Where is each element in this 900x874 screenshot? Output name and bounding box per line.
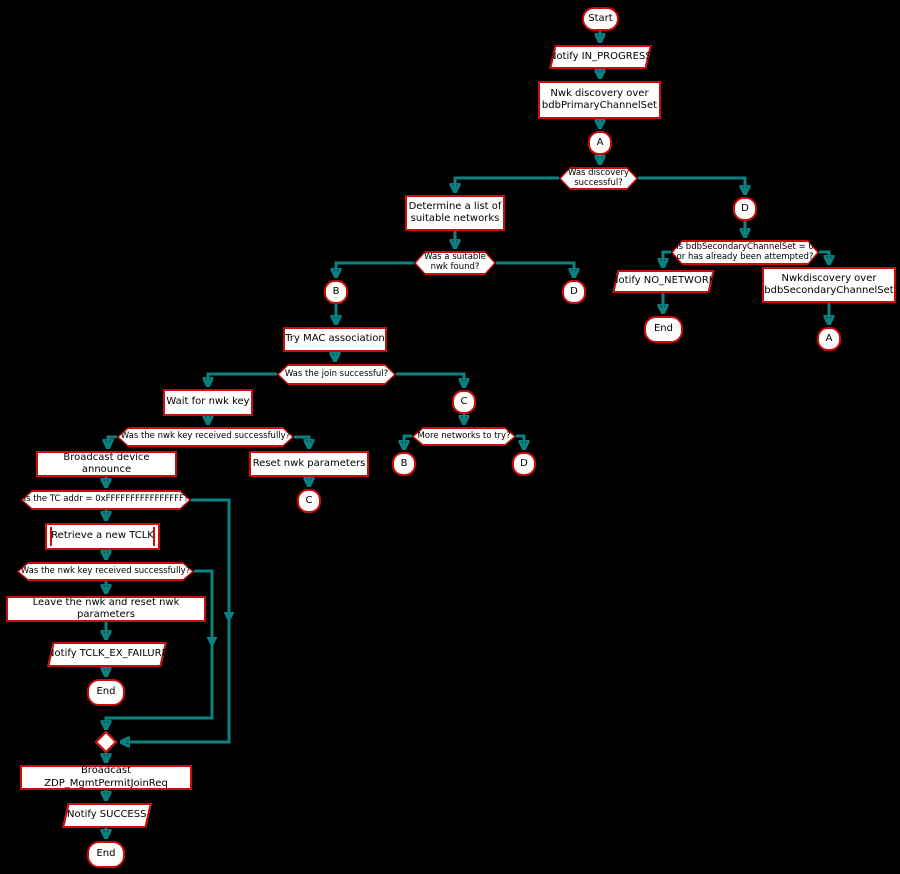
hexagon-shape	[17, 562, 194, 581]
io-label: Notify IN_PROGRESS	[549, 50, 652, 62]
edge-key2-decision-right-to-merge	[106, 569, 214, 729]
hexagon-shape	[21, 490, 191, 510]
decision-label: More networks to try?	[417, 430, 511, 441]
decision-label: Was the join successful?	[284, 368, 389, 379]
connector-c-2: C	[297, 489, 321, 513]
hexagon-shape	[671, 240, 819, 265]
terminal-end-tclk-failure: End	[87, 679, 125, 706]
decision-was-nwk-key-received-1: Was the nwk key received successfully?	[117, 427, 294, 447]
edge-secondary-decision-left	[663, 250, 671, 267]
hexagon-shape	[559, 167, 638, 190]
subprocess-retrieve-new-tclk: Retrieve a new TCLK	[45, 523, 160, 550]
connector-label: A	[596, 136, 604, 148]
edge-midpoint-arrowhead	[223, 612, 235, 623]
edge-more-decision-left	[404, 434, 412, 449]
activity-reset-nwk-parameters: Reset nwk parameters	[249, 451, 369, 477]
activity-label: Try MAC association	[285, 333, 385, 345]
activity-label: Broadcast device announce	[63, 451, 150, 476]
activity-broadcast-device-announce: Broadcast device announce	[36, 451, 177, 477]
connector-label: C	[305, 494, 313, 506]
activity-try-mac-association: Try MAC association	[283, 327, 387, 352]
connector-label: D	[570, 285, 578, 297]
connector-c-1: C	[452, 390, 476, 414]
subprocess-bar	[153, 527, 155, 546]
io-notify-no-network: Notify NO_NETWORK	[611, 270, 716, 293]
decision-is-tc-addr-all-f: Is the TC addr = 0xFFFFFFFFFFFFFFFF?	[21, 490, 191, 510]
subprocess-bar	[50, 527, 52, 546]
decision-secondary-channel-set: Is bdbSecondaryChannelSet = 0 or has alr…	[671, 240, 819, 265]
edge-discovery-decision-left	[455, 176, 559, 192]
connector-b-1: B	[324, 280, 348, 304]
activity-broadcast-zdp-mgmt-permit-join-req: Broadcast ZDP_MgmtPermitJoinReq	[20, 765, 192, 790]
hexagon-shape	[117, 427, 294, 447]
hexagon-shape	[277, 364, 396, 385]
hexagon-shape	[414, 251, 496, 275]
connector-a-1: A	[588, 131, 612, 155]
edge-join-decision-left	[208, 372, 277, 386]
terminal-start: Start	[582, 7, 619, 31]
terminal-end-label: End	[653, 323, 673, 335]
connector-label: D	[520, 457, 528, 469]
connector-label: D	[741, 202, 749, 214]
hexagon-shape	[412, 427, 516, 446]
activity-wait-for-nwk-key: Wait for nwk key	[163, 389, 253, 416]
decision-more-networks-to-try: More networks to try?	[412, 427, 516, 446]
edge-discovery-decision-right	[638, 176, 745, 194]
terminal-end-no-network: End	[644, 316, 683, 343]
connector-b-2: B	[392, 452, 416, 476]
activity-nwk-discovery-primary: Nwk discovery over bdbPrimaryChannelSet	[538, 81, 661, 119]
activity-label: Nwkdiscovery over bdbSecondaryChannelSet	[764, 272, 894, 297]
edge-join-decision-right	[396, 372, 464, 387]
edge-secondary-decision-right	[819, 250, 829, 264]
decision-label: Was a suitable nwk found?	[424, 252, 486, 272]
terminal-end-label: End	[96, 848, 116, 860]
activity-label: Retrieve a new TCLK	[51, 530, 154, 542]
activity-label: Nwk discovery over bdbPrimaryChannelSet	[541, 87, 658, 112]
edge-key-decision-right	[294, 435, 309, 448]
edge-midpoint-arrowhead	[206, 637, 218, 648]
connector-label: B	[400, 457, 408, 469]
connector-d-3: D	[512, 452, 536, 476]
connector-label: A	[825, 332, 833, 344]
connector-d-1: D	[733, 197, 757, 221]
connector-label: B	[332, 285, 340, 297]
activity-label: Reset nwk parameters	[252, 457, 366, 469]
edge-suitable-decision-right	[496, 261, 574, 277]
edge-key-decision-left	[108, 435, 117, 448]
edge-suitable-decision-left	[336, 261, 414, 277]
terminal-start-label: Start	[588, 12, 613, 24]
terminal-end-label: End	[96, 686, 116, 698]
connector-label: C	[460, 395, 468, 407]
decision-label: Was the nwk key received successfully?	[120, 431, 291, 442]
decision-was-nwk-key-received-2: Was the nwk key received successfully?	[17, 562, 194, 581]
activity-label: Leave the nwk and reset nwk parameters	[32, 596, 180, 621]
io-label: Notify SUCCESS	[67, 809, 147, 821]
decision-label: Is bdbSecondaryChannelSet = 0 or has alr…	[676, 241, 814, 262]
activity-determine-list: Determine a list of suitable networks	[405, 195, 505, 231]
decision-was-join-successful: Was the join successful?	[277, 364, 396, 385]
decision-label: Was the nwk key received successfully?	[20, 565, 191, 576]
io-notify-tclk-ex-failure: Notify TCLK_EX_FAILURE	[47, 642, 167, 667]
activity-leave-nwk-reset-parameters: Leave the nwk and reset nwk parameters	[6, 596, 206, 622]
connector-a-2: A	[817, 327, 841, 351]
io-notify-in-progress: Notify IN_PROGRESS	[549, 45, 652, 69]
decision-was-suitable-nwk-found: Was a suitable nwk found?	[414, 251, 496, 275]
activity-label: Broadcast ZDP_MgmtPermitJoinReq	[44, 765, 168, 789]
activity-label: Wait for nwk key	[166, 396, 250, 408]
decision-label: Is the TC addr = 0xFFFFFFFFFFFFFFFF?	[23, 494, 189, 505]
io-notify-success: Notify SUCCESS	[62, 803, 152, 828]
activity-label: Determine a list of suitable networks	[408, 200, 502, 225]
terminal-end-success: End	[87, 841, 125, 868]
edge-more-decision-right	[516, 434, 524, 449]
connector-d-2: D	[562, 280, 586, 304]
io-label: Notify NO_NETWORK	[611, 275, 716, 287]
io-label: Notify TCLK_EX_FAILURE	[46, 648, 168, 660]
activity-nwk-discovery-secondary: Nwkdiscovery over bdbSecondaryChannelSet	[762, 267, 896, 303]
decision-was-discovery-successful: Was discovery successful?	[559, 167, 638, 190]
decision-label: Was discovery successful?	[567, 167, 630, 188]
